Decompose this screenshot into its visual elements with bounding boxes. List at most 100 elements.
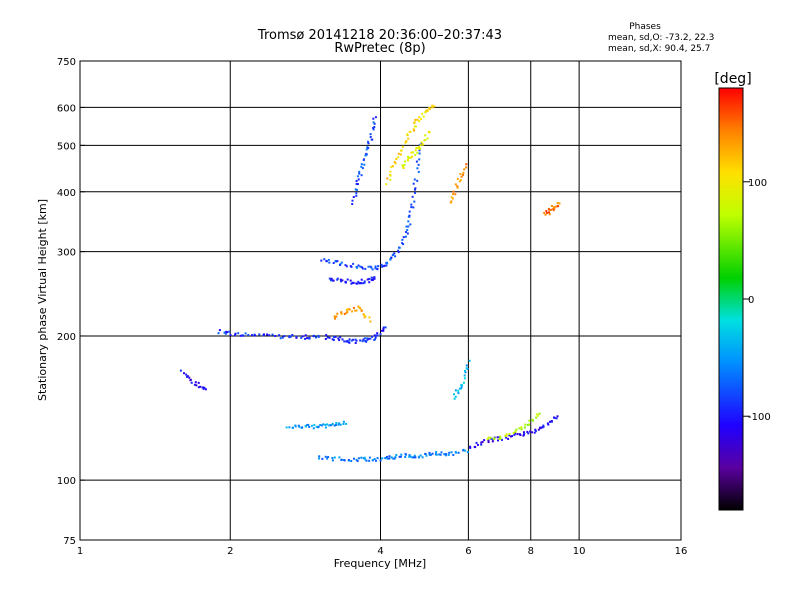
y-tick-label: 500 xyxy=(57,141,76,152)
y-tick-label: 600 xyxy=(57,103,76,114)
echo-point xyxy=(546,422,549,425)
echo-point xyxy=(371,335,374,338)
echo-point xyxy=(395,454,398,456)
echo-point xyxy=(426,137,429,140)
echo-point xyxy=(332,335,335,338)
echo-point xyxy=(439,453,442,456)
echo-point xyxy=(197,386,200,389)
echo-point xyxy=(304,337,307,340)
echo-point xyxy=(430,453,432,456)
echo-point xyxy=(393,160,396,163)
echo-point xyxy=(371,268,374,271)
echo-point xyxy=(523,433,525,436)
echo-point xyxy=(417,163,420,166)
echo-point xyxy=(372,117,375,120)
echo-point xyxy=(357,305,360,308)
echo-point xyxy=(327,456,330,458)
echo-point xyxy=(379,459,382,462)
echo-point xyxy=(413,121,416,124)
echo-point xyxy=(336,278,339,281)
echo-point xyxy=(350,282,353,285)
echo-point xyxy=(551,205,553,207)
echo-point xyxy=(414,188,416,191)
echo-point xyxy=(405,140,407,143)
echo-point xyxy=(414,125,417,128)
x-tick-label: 2 xyxy=(227,546,233,557)
echo-point xyxy=(332,262,335,264)
echo-point xyxy=(431,104,434,107)
echo-point xyxy=(331,459,334,462)
echo-point xyxy=(406,229,409,232)
echo-point xyxy=(497,439,499,442)
echo-point xyxy=(312,427,315,430)
echo-point xyxy=(398,455,401,458)
echo-point xyxy=(391,165,394,168)
echo-point xyxy=(411,456,414,459)
echo-point xyxy=(330,424,333,427)
echo-point xyxy=(354,188,357,191)
echo-point xyxy=(340,261,343,264)
x-tick-label: 16 xyxy=(675,546,688,557)
echo-point xyxy=(295,336,298,339)
echo-point xyxy=(456,177,459,180)
echo-point xyxy=(348,338,351,341)
echo-point xyxy=(413,454,416,457)
echo-point xyxy=(401,238,404,241)
echo-point xyxy=(333,456,336,459)
echo-point xyxy=(384,326,387,329)
echo-point xyxy=(499,437,502,440)
echo-point xyxy=(341,279,344,282)
echo-point xyxy=(454,193,457,196)
echo-point xyxy=(499,435,502,438)
echo-point xyxy=(389,178,392,181)
echo-point xyxy=(323,258,326,261)
echo-point xyxy=(363,280,366,283)
x-axis-ticks: 1 2 4 6 8 10 16 xyxy=(77,546,688,557)
echo-point xyxy=(336,312,339,315)
echo-point xyxy=(320,259,323,262)
x-tick-label: 10 xyxy=(573,546,586,557)
echo-point xyxy=(226,331,228,334)
echo-point xyxy=(428,106,431,109)
echo-point xyxy=(381,265,384,268)
echo-point xyxy=(330,277,333,280)
echo-point xyxy=(258,333,261,336)
echo-point xyxy=(350,265,353,268)
echo-point xyxy=(390,456,393,459)
echo-point xyxy=(351,199,354,202)
echo-point xyxy=(335,422,338,424)
echo-point xyxy=(401,145,404,148)
echo-point xyxy=(374,265,377,268)
echo-point xyxy=(315,425,318,428)
echo-point xyxy=(355,189,358,191)
echo-point xyxy=(337,423,340,426)
echo-point xyxy=(374,116,377,119)
echo-point xyxy=(553,207,556,210)
echo-point xyxy=(352,338,355,341)
echo-point xyxy=(318,457,320,460)
echo-point xyxy=(360,266,363,269)
echo-point xyxy=(425,110,428,113)
echo-point xyxy=(554,205,557,208)
echo-point xyxy=(407,137,410,140)
echo-point xyxy=(359,282,362,285)
echo-point xyxy=(313,423,316,426)
echo-point xyxy=(410,151,413,154)
echo-point xyxy=(487,436,490,439)
echo-point xyxy=(179,369,182,372)
echo-point xyxy=(406,133,409,136)
echo-point xyxy=(190,381,193,384)
echo-point xyxy=(518,427,521,430)
echo-point xyxy=(326,457,329,460)
y-tick-label: 750 xyxy=(57,57,76,68)
echo-point xyxy=(339,264,341,266)
echo-point xyxy=(408,455,411,458)
echo-point xyxy=(453,393,455,396)
echo-point xyxy=(556,415,559,418)
echo-point xyxy=(346,278,349,281)
echo-point xyxy=(339,423,342,426)
echo-point xyxy=(465,163,468,166)
echo-point xyxy=(465,367,468,370)
echo-point xyxy=(340,458,343,461)
echo-point xyxy=(234,332,237,335)
